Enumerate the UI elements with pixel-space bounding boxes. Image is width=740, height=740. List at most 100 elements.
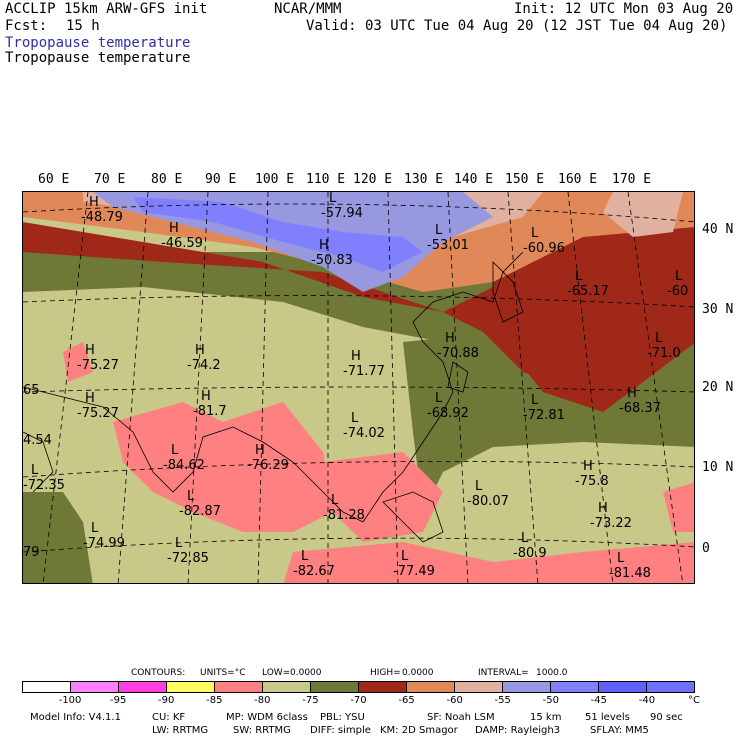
color-bar-label: -95 xyxy=(109,695,127,706)
longitude-label: 80 E xyxy=(151,172,183,187)
low-value: -71.0 xyxy=(647,346,681,361)
color-bar-swatch xyxy=(23,682,71,692)
high-value: -71.77 xyxy=(343,364,385,379)
low-value: -53.01 xyxy=(427,238,469,253)
low-marker: L xyxy=(475,479,483,494)
contours-high-value: 0.0000 xyxy=(402,668,434,678)
color-bar-label: -60 xyxy=(446,695,463,706)
map-panel: H -48.79 H -46.59 H -50.83 H -75.27 H -74.2 H -71.7… xyxy=(22,191,695,584)
high-marker: H xyxy=(255,443,265,458)
model-info-item: SFLAY: MM5 xyxy=(590,725,649,736)
region-blue xyxy=(133,197,423,272)
longitude-label: 150 E xyxy=(505,172,545,187)
high-value: -48.79 xyxy=(81,210,123,225)
high-marker: H xyxy=(598,501,608,516)
high-marker: H xyxy=(583,459,593,474)
low-marker: L xyxy=(301,549,309,564)
contours-interval-label: INTERVAL= xyxy=(478,668,529,678)
low-value: -84.62 xyxy=(163,458,205,473)
color-bar-swatch xyxy=(359,682,407,692)
high-marker: H xyxy=(201,389,211,404)
color-bar-swatch xyxy=(647,682,694,692)
high-marker: H xyxy=(89,195,99,210)
high-marker: H xyxy=(85,343,95,358)
low-marker: L xyxy=(351,411,359,426)
latitude-label: 0 xyxy=(702,541,710,556)
low-marker: L xyxy=(175,536,183,551)
longitude-label: 110 E xyxy=(306,172,346,187)
org-label: NCAR/MMM xyxy=(274,1,342,17)
high-value: -74.2 xyxy=(187,358,221,373)
longitude-label: 160 E xyxy=(558,172,598,187)
low-value: -81.28 xyxy=(323,508,365,523)
longitude-label: 70 E xyxy=(94,172,126,187)
color-bar-label: -90 xyxy=(158,695,175,706)
contours-title: CONTOURS: xyxy=(131,668,186,678)
high-value: -70.88 xyxy=(437,346,479,361)
latitude-label: 20 N xyxy=(702,380,734,395)
high-value: -68.37 xyxy=(619,401,661,416)
fcst-value: 15 h xyxy=(66,18,100,34)
high-marker: H xyxy=(445,331,455,346)
color-bar-label: -70 xyxy=(350,695,367,706)
color-bar-swatch xyxy=(311,682,359,692)
low-value: -81.48 xyxy=(609,566,651,581)
low-value: -77.49 xyxy=(393,564,435,579)
model-info-item: SF: Noah LSM xyxy=(427,712,495,723)
region-south-dark xyxy=(23,492,93,583)
fcst-label: Fcst: xyxy=(5,18,48,34)
high-value: -81.7 xyxy=(193,404,227,419)
color-bar-swatch xyxy=(71,682,119,692)
low-marker: L xyxy=(171,443,179,458)
model-info-item: PBL: YSU xyxy=(320,712,365,723)
low-marker: L xyxy=(675,269,683,284)
low-value: -60.96 xyxy=(523,241,565,256)
high-marker: H xyxy=(169,221,179,236)
region-pink-east xyxy=(603,192,683,237)
model-info-item: DIFF: simple xyxy=(310,725,371,736)
edge-value: 4.54 xyxy=(23,433,52,448)
color-bar-label: -65 xyxy=(398,695,415,706)
longitude-label: 60 E xyxy=(38,172,70,187)
color-bar-label: -55 xyxy=(494,695,511,706)
region-equator-pink xyxy=(283,542,694,583)
model-info-item: MP: WDM 6class xyxy=(226,712,308,723)
longitude-label: 120 E xyxy=(353,172,393,187)
coastlines xyxy=(23,251,524,543)
region-arabia-pink xyxy=(63,342,93,382)
high-marker: H xyxy=(351,349,361,364)
low-value: -65.17 xyxy=(567,284,609,299)
high-marker: H xyxy=(195,343,205,358)
low-marker: L xyxy=(187,489,195,504)
color-bar xyxy=(22,681,695,693)
low-value: -82.67 xyxy=(293,564,335,579)
color-bar-swatch xyxy=(551,682,599,692)
region-east-pink xyxy=(663,482,694,532)
contours-interval-value: 1000.0 xyxy=(536,668,568,678)
low-marker: L xyxy=(329,192,337,206)
model-info-item: SW: RRTMG xyxy=(233,725,291,736)
model-title: ACCLIP 15km ARW-GFS init xyxy=(5,1,208,17)
high-value: -46.59 xyxy=(161,236,203,251)
contours-units: UNITS=°C xyxy=(200,668,246,678)
model-info-item: Model Info: V4.1.1 xyxy=(30,712,121,723)
model-info-item: DAMP: Rayleigh3 xyxy=(475,725,561,736)
latitude-label: 30 N xyxy=(702,302,734,317)
low-value: -60 xyxy=(667,284,688,299)
low-value: -68.92 xyxy=(427,406,469,421)
model-info-item: CU: KF xyxy=(152,712,186,723)
longitude-label: 90 E xyxy=(205,172,237,187)
low-value: -82.87 xyxy=(179,504,221,519)
low-value: -72.85 xyxy=(167,551,209,566)
color-bar-label: -80 xyxy=(254,695,271,706)
color-bar-swatch xyxy=(503,682,551,692)
high-value: -76.29 xyxy=(247,458,289,473)
color-bar-label: -50 xyxy=(542,695,559,706)
extrema-labels: H-48.79H-46.59 H-50.83H-75.27H-74.2H-71.7… xyxy=(23,192,688,581)
high-marker: H xyxy=(319,238,329,253)
graticule xyxy=(23,192,694,583)
region-bay-of-bengal-pink xyxy=(113,402,333,532)
model-info-item: 90 sec xyxy=(650,712,683,723)
init-time: Init: 12 UTC Mon 03 Aug 20 xyxy=(514,1,734,17)
color-bar-swatch xyxy=(263,682,311,692)
